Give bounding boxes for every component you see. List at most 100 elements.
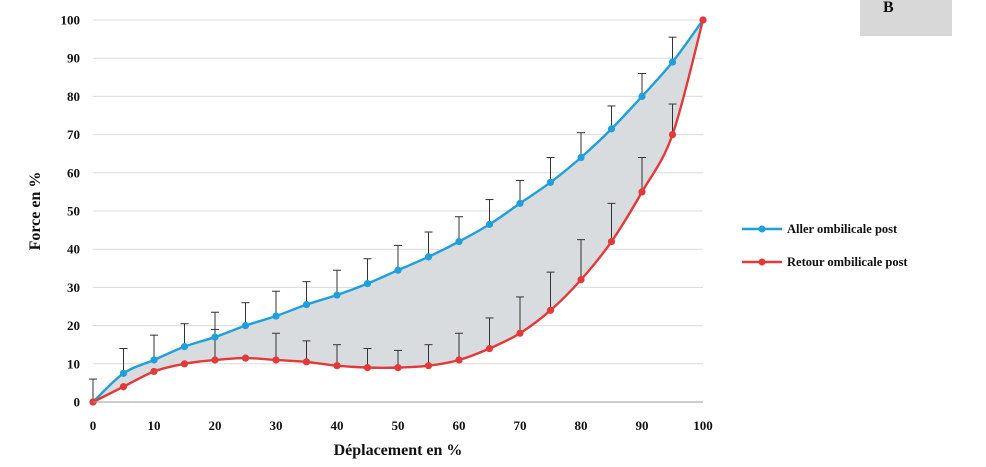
error-bar: [180, 323, 189, 347]
legend-label-retour: Retour ombilicale post: [787, 255, 908, 269]
data-point: [455, 356, 463, 364]
y-axis-title: Force en %: [27, 172, 44, 251]
error-bar: [89, 378, 97, 402]
data-point: [638, 92, 646, 100]
data-point: [302, 358, 311, 366]
x-tick-label: 90: [636, 418, 649, 433]
y-tick-label: 20: [67, 318, 80, 333]
error-bar: [272, 290, 280, 317]
data-point: [699, 16, 707, 24]
x-tick-label: 30: [270, 418, 283, 433]
error-bar: [607, 105, 616, 129]
data-point: [668, 131, 677, 139]
error-bar: [546, 157, 555, 183]
x-tick-label: 70: [514, 418, 527, 433]
error-bar: [516, 296, 524, 334]
y-tick-label: 90: [67, 51, 80, 66]
error-bar: [516, 179, 524, 204]
error-bar: [272, 332, 280, 360]
error-bar: [119, 348, 128, 374]
error-bar: [302, 281, 311, 305]
error-bar: [424, 231, 433, 257]
data-point: [150, 367, 158, 376]
x-tick-label: 50: [392, 418, 405, 433]
legend-item: Retour ombilicale post: [742, 255, 908, 269]
error-bar: [577, 132, 585, 158]
y-tick-label: 30: [67, 280, 80, 295]
x-tick-label: 60: [453, 418, 466, 433]
data-point: [211, 356, 219, 364]
data-point: [150, 356, 158, 364]
data-point: [241, 322, 250, 330]
data-point: [577, 276, 585, 284]
error-bar: [241, 302, 250, 326]
data-point: [302, 300, 311, 309]
error-bar: [668, 103, 677, 135]
error-bar: [455, 332, 463, 360]
x-tick-label: 80: [575, 418, 588, 433]
data-point: [546, 178, 555, 186]
legend: Aller ombilicale post Retour ombilicale …: [742, 222, 908, 269]
data-point: [333, 291, 341, 299]
error-bar: [363, 258, 372, 284]
data-point: [638, 188, 646, 196]
data-point: [546, 306, 555, 314]
data-point: [485, 220, 494, 228]
legend-marker-aller: [758, 225, 766, 233]
data-point: [272, 356, 280, 364]
x-tick-label: 0: [90, 418, 97, 433]
series-points: [89, 16, 707, 406]
panel-label-box: [860, 0, 952, 36]
y-tick-label: 0: [74, 395, 81, 410]
legend-item: Aller ombilicale post: [742, 222, 898, 236]
data-point: [424, 362, 433, 370]
error-bar: [485, 199, 494, 225]
data-point: [180, 343, 189, 351]
data-point: [363, 364, 372, 372]
legend-label-aller: Aller ombilicale post: [787, 222, 898, 236]
x-tick-label: 40: [331, 418, 344, 433]
error-bar: [394, 244, 402, 271]
data-point: [424, 253, 433, 261]
y-tick-label: 60: [67, 165, 80, 180]
x-tick-label: 20: [209, 418, 222, 433]
error-bar: [546, 271, 555, 311]
data-point: [516, 329, 524, 337]
y-tick-label: 70: [67, 127, 80, 142]
error-bar: [638, 72, 646, 97]
error-bar: [607, 202, 616, 242]
data-point: [394, 266, 402, 274]
error-bars: [89, 36, 677, 402]
error-bar: [638, 157, 646, 192]
y-tick-label: 80: [67, 89, 80, 104]
data-point: [455, 237, 463, 246]
error-bar: [668, 36, 677, 63]
data-point: [333, 362, 341, 370]
data-point: [516, 199, 524, 207]
error-bar: [577, 239, 585, 280]
x-tick-label: 100: [693, 418, 713, 433]
panel-label: B: [883, 0, 894, 16]
legend-marker-retour: [758, 258, 766, 266]
x-axis-title: Déplacement en %: [334, 442, 463, 459]
data-point: [180, 360, 189, 368]
y-tick-labels: 0 10 20 30 40 50 60 70 80 90 100: [61, 13, 81, 410]
data-point: [241, 354, 250, 362]
data-point: [272, 312, 280, 320]
data-point: [607, 237, 616, 246]
error-bar: [333, 269, 341, 296]
data-point: [211, 333, 219, 341]
y-tick-label: 10: [67, 356, 80, 371]
data-point: [668, 58, 677, 66]
data-point: [119, 383, 128, 391]
error-bar: [150, 334, 158, 360]
error-bar: [485, 317, 494, 349]
error-bar: [455, 216, 463, 242]
gridlines: [93, 19, 703, 365]
data-point: [394, 364, 402, 372]
x-tick-label: 10: [148, 418, 161, 433]
x-tick-labels: 0 10 20 30 40 50 60 70 80 90 100: [90, 418, 713, 433]
data-point: [119, 369, 128, 377]
y-tick-label: 40: [67, 242, 80, 257]
